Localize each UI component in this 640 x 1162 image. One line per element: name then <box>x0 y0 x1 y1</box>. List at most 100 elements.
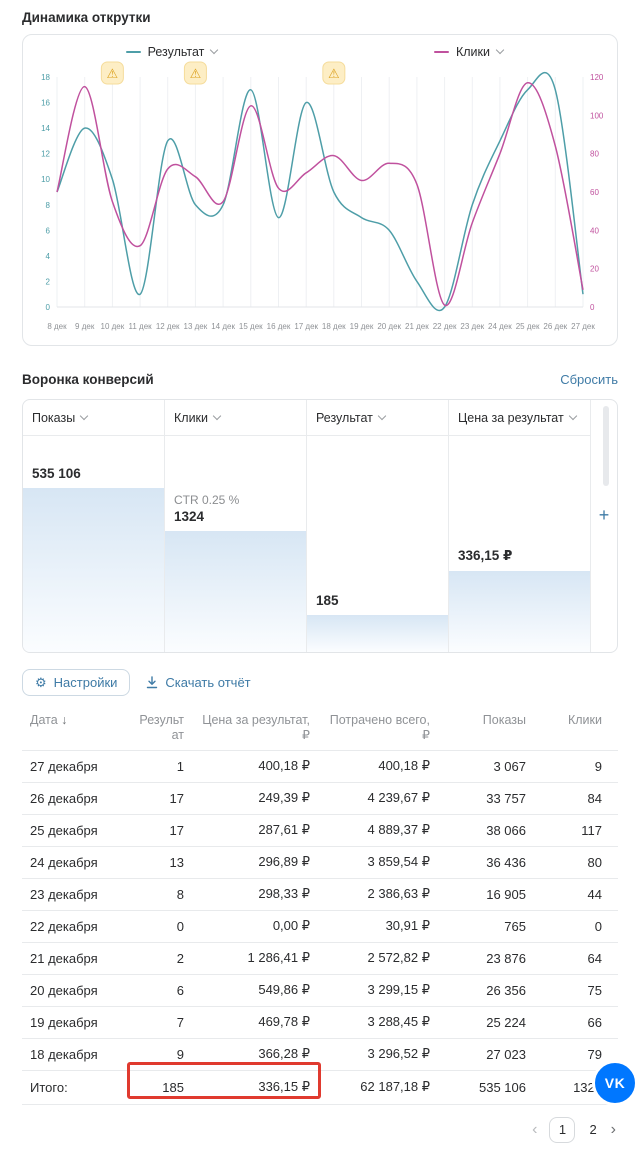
cell-date: 19 декабря <box>22 1005 130 1038</box>
cell-value: 9 <box>534 749 618 782</box>
cell-date: 24 декабря <box>22 845 130 878</box>
result-series-color-dash <box>125 51 141 53</box>
cell-value: 2 <box>130 941 192 974</box>
svg-text:⚠: ⚠ <box>328 66 340 81</box>
pagination: ‹ 1 2 › <box>22 1116 618 1143</box>
svg-text:24 дек: 24 дек <box>488 322 512 331</box>
spend-dynamics-line-chart[interactable]: 0 2 4 6 8 10 12 14 16 18 0 20 40 60 80 100 120 8 дек 9 дек… <box>23 59 617 345</box>
cell-value: 469,78 ₽ <box>192 1005 318 1038</box>
column-header-4[interactable]: Показы <box>482 713 526 727</box>
funnel-header-label: Цена за результат <box>458 410 564 425</box>
column-header-5[interactable]: Клики <box>567 713 602 727</box>
funnel-header-result[interactable]: Результат <box>307 400 448 436</box>
legend-item-clicks[interactable]: Клики <box>320 45 617 59</box>
svg-text:18: 18 <box>41 73 50 82</box>
svg-text:27 дек: 27 дек <box>571 322 595 331</box>
funnel-section-title: Воронка конверсий <box>22 372 154 387</box>
funnel-header-impressions[interactable]: Показы <box>23 400 164 436</box>
funnel-body: CTR 0.25 % 1324 <box>165 436 306 652</box>
cell-value: 3 296,52 ₽ <box>318 1037 438 1070</box>
warning-icon: ⚠ <box>183 61 207 85</box>
cell-value: 549,86 ₽ <box>192 973 318 1006</box>
sort-desc-icon: ↓ <box>57 713 68 727</box>
funnel-header-label: Клики <box>174 410 209 425</box>
cell-value: 17 <box>130 781 192 814</box>
funnel-title-row: Воронка конверсий Сбросить <box>22 372 618 387</box>
reset-funnel-link[interactable]: Сбросить <box>560 372 618 387</box>
cell-value: 4 889,37 ₽ <box>318 813 438 846</box>
next-page-icon[interactable]: › <box>610 1120 616 1138</box>
cell-value: 26 356 <box>438 973 534 1006</box>
cell-value: 7 <box>130 1005 192 1038</box>
column-header-3[interactable]: Потрачено всего, ₽ <box>329 713 430 743</box>
prev-page-icon[interactable]: ‹ <box>532 1120 538 1138</box>
legend-item-result[interactable]: Результат <box>23 45 320 59</box>
svg-text:8: 8 <box>46 201 51 210</box>
settings-button[interactable]: ⚙ Настройки <box>22 669 131 696</box>
table-toolbar: ⚙ Настройки Скачать отчёт <box>22 669 618 696</box>
cell-value: 2 386,63 ₽ <box>318 877 438 910</box>
funnel-column-cost-per-result: Цена за результат 336,15 ₽ <box>449 400 591 652</box>
chart-legend: Результат Клики <box>23 45 617 59</box>
table-row: 19 декабря 7 469,78 ₽3 288,45 ₽25 224 66 <box>22 1005 618 1038</box>
svg-text:15 дек: 15 дек <box>239 322 263 331</box>
add-funnel-column-button[interactable]: + <box>598 505 610 525</box>
vk-logo-badge[interactable]: VK <box>592 1060 638 1106</box>
svg-text:20 дек: 20 дек <box>377 322 401 331</box>
table-footer: Итого: 185 336,15 ₽62 187,18 ₽535 106 1324 <box>22 1069 618 1105</box>
cell-value: 765 <box>438 909 534 942</box>
svg-text:9 дек: 9 дек <box>75 322 95 331</box>
gear-icon: ⚙ <box>35 675 47 690</box>
result-value: 185 <box>316 593 339 608</box>
stats-table-wrap: Дата ↓ Результат Цена за результат, ₽ Потра… <box>22 710 618 1105</box>
spend-dynamics-chart-card: Результат Клики 0 2 4 6 8 10 12 14 16 18 0 20 40 60 80… <box>22 34 618 346</box>
cell-value: 4 239,67 ₽ <box>318 781 438 814</box>
funnel-header-clicks[interactable]: Клики <box>165 400 306 436</box>
svg-text:8 дек: 8 дек <box>47 322 67 331</box>
svg-text:16: 16 <box>41 99 50 108</box>
svg-text:0: 0 <box>46 303 51 312</box>
cell-value: 33 757 <box>438 781 534 814</box>
chevron-down-icon <box>79 411 89 420</box>
table-row: 18 декабря 9 366,28 ₽3 296,52 ₽27 023 79 <box>22 1037 618 1070</box>
funnel-header-label: Результат <box>316 410 373 425</box>
clicks-series-color-dash <box>433 51 449 53</box>
svg-text:10: 10 <box>41 175 50 184</box>
series-clicks-line <box>56 82 584 306</box>
impressions-funnel-bar <box>23 488 164 652</box>
funnel-scrollbar-thumb[interactable] <box>603 406 609 486</box>
cell-value: 66 <box>534 1005 618 1038</box>
cell-value: 36 436 <box>438 845 534 878</box>
page-button-1[interactable]: 1 <box>549 1116 576 1143</box>
cell-value: 44 <box>534 877 618 910</box>
settings-button-label: Настройки <box>53 675 118 690</box>
column-header-1[interactable]: Результат <box>139 713 184 743</box>
cell-value: 249,39 ₽ <box>192 781 318 814</box>
impressions-value: 535 106 <box>32 466 81 481</box>
table-row: 22 декабря 0 0,00 ₽30,91 ₽765 0 <box>22 909 618 942</box>
funnel-column-result: Результат 185 <box>307 400 449 652</box>
cell-value: 75 <box>534 973 618 1006</box>
svg-text:60: 60 <box>590 188 599 197</box>
table-row: 26 декабря 17 249,39 ₽4 239,67 ₽33 757 84 <box>22 781 618 814</box>
svg-text:0: 0 <box>590 303 595 312</box>
column-header-2[interactable]: Цена за результат, ₽ <box>202 713 310 743</box>
page-button-2[interactable]: 2 <box>589 1122 597 1137</box>
cell-value: 400,18 ₽ <box>192 749 318 782</box>
download-report-button[interactable]: Скачать отчёт <box>146 675 251 690</box>
svg-text:80: 80 <box>590 150 599 159</box>
cell-date: 23 декабря <box>22 877 130 910</box>
svg-text:4: 4 <box>46 252 51 261</box>
clicks-value: 1324 <box>174 509 205 524</box>
cell-value: 27 023 <box>438 1037 534 1070</box>
svg-text:14: 14 <box>41 124 50 133</box>
funnel-header-cost-per-result[interactable]: Цена за результат <box>449 400 590 436</box>
conversion-funnel: Показы 535 106 Клики CTR 0.25 % 1324 Ре <box>22 399 618 653</box>
column-header-0[interactable]: Дата ↓ <box>30 713 68 727</box>
series-result-line <box>56 72 584 311</box>
svg-text:11 дек: 11 дек <box>129 322 153 331</box>
total-value: 535 106 <box>438 1069 534 1105</box>
svg-text:⚠: ⚠ <box>190 66 202 81</box>
cost-per-result-value: 336,15 ₽ <box>458 548 513 563</box>
ctr-note: CTR 0.25 % <box>174 493 240 507</box>
